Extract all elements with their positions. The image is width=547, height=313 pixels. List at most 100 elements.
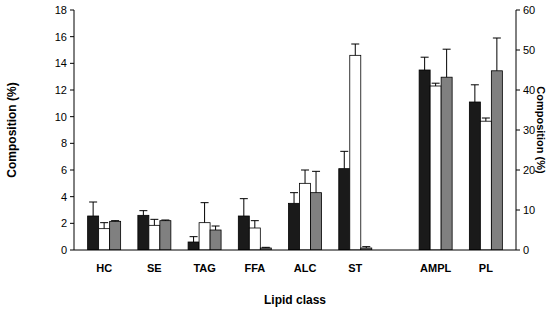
error-cap	[351, 44, 359, 45]
error-line	[316, 171, 317, 192]
error-bar	[150, 219, 158, 225]
bar	[430, 86, 441, 250]
error-cap	[161, 220, 169, 221]
y-axis-title: Composition (%)	[5, 82, 19, 177]
error-cap	[139, 210, 147, 211]
y2-tick	[516, 50, 520, 51]
y-tick-label: 12	[55, 84, 67, 96]
error-cap	[100, 222, 108, 223]
error-cap	[493, 38, 501, 39]
y2-tick-label: 0	[523, 244, 529, 256]
x-tick-label: TAG	[193, 262, 215, 274]
x-tick-label: SE	[147, 262, 162, 274]
x-tick-label: FFA	[244, 262, 265, 274]
bar	[441, 77, 452, 250]
bar	[469, 102, 480, 250]
x-tick-label: ST	[348, 262, 362, 274]
bar	[491, 71, 502, 250]
bar	[419, 70, 430, 250]
bar	[289, 203, 300, 250]
error-bar	[482, 118, 490, 121]
y-tick-label: 18	[55, 4, 67, 16]
y-tick-label: 2	[61, 217, 67, 229]
error-cap	[443, 49, 451, 50]
x-axis	[74, 250, 516, 251]
error-cap	[290, 192, 298, 193]
error-line	[496, 38, 497, 71]
error-cap	[362, 246, 370, 247]
error-line	[254, 221, 255, 228]
error-bar	[471, 85, 479, 102]
chart: 0246810121416180102030405060HCSETAGFFAAL…	[0, 0, 547, 313]
y-tick	[70, 116, 74, 117]
bar	[99, 229, 110, 250]
error-bar	[362, 247, 370, 248]
y-tick-label: 6	[61, 164, 67, 176]
x-axis-title: Lipid class	[264, 293, 326, 307]
error-bar	[212, 226, 220, 230]
y-axis	[74, 10, 75, 250]
bar	[88, 216, 99, 250]
y-tick	[70, 143, 74, 144]
y-tick	[70, 170, 74, 171]
bar	[350, 55, 361, 250]
error-line	[243, 199, 244, 216]
bar	[160, 221, 171, 250]
error-cap	[212, 226, 220, 227]
error-bar	[251, 221, 259, 228]
error-bar	[111, 220, 119, 222]
y2-tick-label: 60	[523, 4, 535, 16]
axes: 0246810121416180102030405060HCSETAGFFAAL…	[55, 4, 536, 274]
error-line	[215, 226, 216, 230]
error-line	[305, 170, 306, 183]
y-tick	[70, 223, 74, 224]
error-cap	[240, 198, 248, 199]
y-tick-label: 4	[61, 191, 67, 203]
x-tick-label: HC	[96, 262, 112, 274]
y-tick	[70, 196, 74, 197]
error-bar	[201, 203, 209, 223]
y2-tick	[516, 10, 520, 11]
error-bar	[340, 151, 348, 168]
error-cap	[111, 220, 119, 221]
error-line	[204, 203, 205, 223]
bar	[199, 223, 210, 250]
error-bar	[421, 57, 429, 70]
y-tick-label: 14	[55, 57, 67, 69]
error-bar	[100, 223, 108, 229]
y-tick	[70, 36, 74, 37]
bar	[188, 242, 199, 250]
y2-tick	[516, 210, 520, 211]
error-cap	[201, 202, 209, 203]
y2-tick-label: 30	[523, 124, 535, 136]
error-line	[355, 44, 356, 55]
error-line	[294, 193, 295, 204]
y2-tick	[516, 130, 520, 131]
error-bar	[432, 83, 440, 86]
error-cap	[421, 57, 429, 58]
bar	[300, 183, 311, 250]
error-line	[93, 202, 94, 216]
y-tick	[70, 90, 74, 91]
bar	[480, 121, 491, 250]
error-cap	[262, 247, 270, 248]
error-cap	[482, 118, 490, 119]
y-tick-label: 8	[61, 137, 67, 149]
error-bar	[493, 38, 501, 71]
error-bar	[351, 44, 359, 55]
bar	[210, 230, 221, 250]
bar	[110, 221, 121, 250]
error-line	[344, 151, 345, 168]
y2-axis-title: Composition (%)	[535, 86, 547, 174]
error-bar	[190, 237, 198, 242]
error-line	[446, 49, 447, 77]
error-cap	[150, 219, 158, 220]
error-bar	[443, 49, 451, 77]
error-bar	[301, 170, 309, 183]
y2-tick-label: 40	[523, 84, 535, 96]
error-cap	[471, 84, 479, 85]
error-cap	[340, 151, 348, 152]
bar	[311, 193, 322, 250]
bar	[138, 215, 149, 250]
y-tick-label: 0	[61, 244, 67, 256]
